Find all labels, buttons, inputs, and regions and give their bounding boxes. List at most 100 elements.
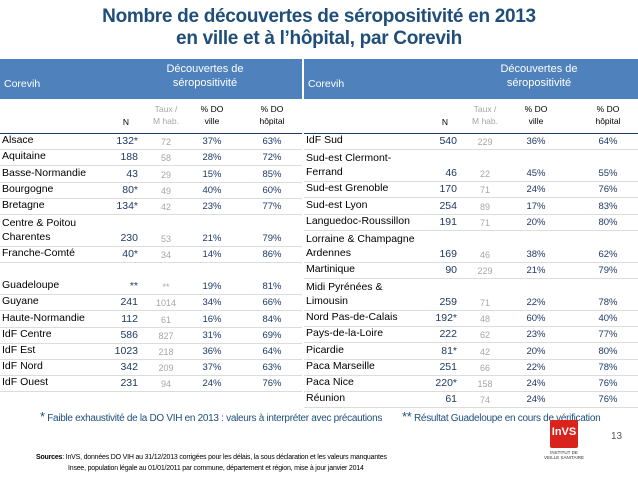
cell-region: Sud-est Clermont-Ferrand (306, 152, 392, 179)
table-row: IdF Nord 342 209 37% 63% (0, 360, 302, 377)
table-row: IdF Sud 540 229 36% 64% (304, 134, 638, 151)
header-do-hopital: % DO hôpital (259, 104, 285, 126)
footnote-star-text: Faible exhaustivité de la DO VIH en 2013… (47, 413, 383, 424)
cell-n: 251 (439, 360, 457, 373)
cell-do-ville: 31% (202, 329, 222, 341)
cell-n: 90 (445, 263, 457, 276)
cell-do-ville: 36% (526, 136, 546, 148)
cell-do-hopital: 86% (262, 249, 282, 261)
table-row: Sud-est Grenoble 170 71 24% 76% (304, 182, 638, 199)
page-number: 13 (611, 431, 623, 442)
cell-do-hopital: 63% (262, 136, 282, 148)
cell-do-hopital: 76% (598, 394, 618, 406)
cell-region: IdF Sud (306, 134, 343, 147)
cell-do-hopital: 40% (598, 313, 618, 325)
cell-taux: 89 (479, 201, 490, 212)
cell-taux: 34 (160, 250, 171, 261)
cell-n: 342 (120, 361, 138, 374)
cell-do-ville: 24% (526, 184, 546, 196)
invs-logo-caption: INSTITUT DE VEILLE SANITAIRE (544, 450, 584, 460)
cell-region: Lorraine & Champagne Ardennes (306, 232, 415, 259)
cell-region: Pays-de-la-Loire (306, 327, 384, 340)
cell-n: 231 (120, 377, 138, 390)
cell-do-ville: 24% (526, 377, 546, 389)
cell-n: 61 (445, 393, 457, 406)
header-corevih: Corevih (308, 78, 345, 90)
table-right-half: Corevih Découvertes de séropositivité N … (304, 59, 638, 409)
cell-taux: 72 (160, 137, 171, 148)
cell-taux: 53 (160, 233, 171, 244)
cell-n: 230 (120, 231, 138, 244)
cell-region: Aquitaine (2, 150, 46, 163)
cell-do-ville: 22% (526, 361, 546, 373)
cell-do-hopital: 77% (598, 329, 618, 341)
cell-taux: 42 (160, 201, 171, 212)
cell-taux: 1014 (155, 298, 177, 309)
cell-do-hopital: 55% (598, 168, 618, 180)
table-body-left: Alsace 132* 72 37% 63% Aquitaine 188 58 28% 72% Ba… (0, 134, 302, 393)
cell-do-hopital: 83% (598, 200, 618, 212)
header-taux: Taux / M hab. (472, 104, 498, 126)
table-row: Basse-Normandie 43 29 15% 85% (0, 166, 302, 183)
table-row: Paca Nice 220* 158 24% 76% (304, 376, 638, 392)
sources-line-2: Insee, population légale au 01/01/2011 p… (68, 465, 364, 472)
cell-region: Nord Pas-de-Calais (306, 311, 398, 324)
table-row: Réunion 61 74 24% 76% (304, 392, 638, 409)
cell-do-hopital: 76% (598, 184, 618, 196)
cell-n: 540 (439, 135, 457, 148)
cell-taux: 94 (160, 379, 171, 390)
cell-region: Franche-Comté (2, 247, 75, 260)
cell-region: Alsace (2, 134, 34, 147)
header-n: N (441, 117, 449, 127)
cell-do-ville: 36% (202, 345, 222, 357)
cell-do-hopital: 80% (598, 216, 618, 228)
cell-do-hopital: 66% (262, 297, 282, 309)
cell-region: Paca Nice (306, 375, 354, 388)
cell-do-ville: 17% (526, 200, 546, 212)
cell-n: 170 (439, 183, 457, 196)
cell-taux: 229 (477, 265, 493, 276)
cell-region: Réunion (306, 392, 346, 405)
cell-do-hopital: 60% (262, 184, 282, 196)
cell-region: Guadeloupe (2, 279, 60, 292)
cell-do-hopital: 62% (598, 248, 618, 260)
cell-region: IdF Centre (2, 327, 52, 340)
header-discoveries: Découvertes de séropositivité (166, 63, 244, 89)
table-row: Nord Pas-de-Calais 192* 48 60% 40% (304, 311, 638, 328)
cell-do-hopital: 78% (598, 296, 618, 308)
cell-n: 43 (126, 167, 138, 180)
cell-do-ville: 23% (526, 329, 546, 341)
header-do-ville: % DO ville (200, 104, 224, 126)
header-do-ville: % DO ville (524, 104, 548, 126)
cell-taux: 46 (479, 249, 490, 260)
cell-do-ville: 19% (202, 281, 222, 293)
cell-do-ville: 37% (202, 362, 222, 374)
footnote-double-star-symbol: ** (402, 409, 412, 424)
cell-taux: 42 (479, 346, 490, 357)
sources-label: Sources (36, 454, 63, 461)
cell-region: Picardie (306, 343, 344, 356)
cell-n: 46 (445, 167, 457, 180)
cell-taux: 827 (158, 330, 174, 341)
cell-do-ville: 60% (526, 313, 546, 325)
cell-n: 134* (116, 199, 138, 212)
cell-do-ville: 20% (526, 216, 546, 228)
footnote-double-star-text: Résultat Guadeloupe en cours de vérifica… (414, 413, 601, 424)
cell-region: IdF Ouest (2, 376, 49, 389)
cell-n: 1023 (114, 344, 138, 357)
cell-n: 188 (120, 151, 138, 164)
cell-do-ville: 21% (202, 232, 222, 244)
table-body-right: IdF Sud 540 229 36% 64% Sud-est Clermont-Ferr… (304, 134, 638, 409)
cell-do-ville: 38% (526, 248, 546, 260)
cell-taux: ** (162, 282, 170, 293)
cell-do-ville: 24% (526, 394, 546, 406)
cell-taux: 49 (160, 185, 171, 196)
footnote-single-star: * Faible exhaustivité de la DO VIH en 20… (40, 409, 382, 424)
cell-taux: 218 (158, 346, 174, 357)
table-row: Picardie 81* 42 20% 80% (304, 343, 638, 360)
cell-do-ville: 34% (202, 297, 222, 309)
table-row: Pays-de-la-Loire 222 62 23% 77% (304, 327, 638, 344)
cell-do-hopital: 64% (262, 345, 282, 357)
cell-region: Haute-Normandie (2, 311, 85, 324)
cell-taux: 74 (479, 395, 490, 406)
